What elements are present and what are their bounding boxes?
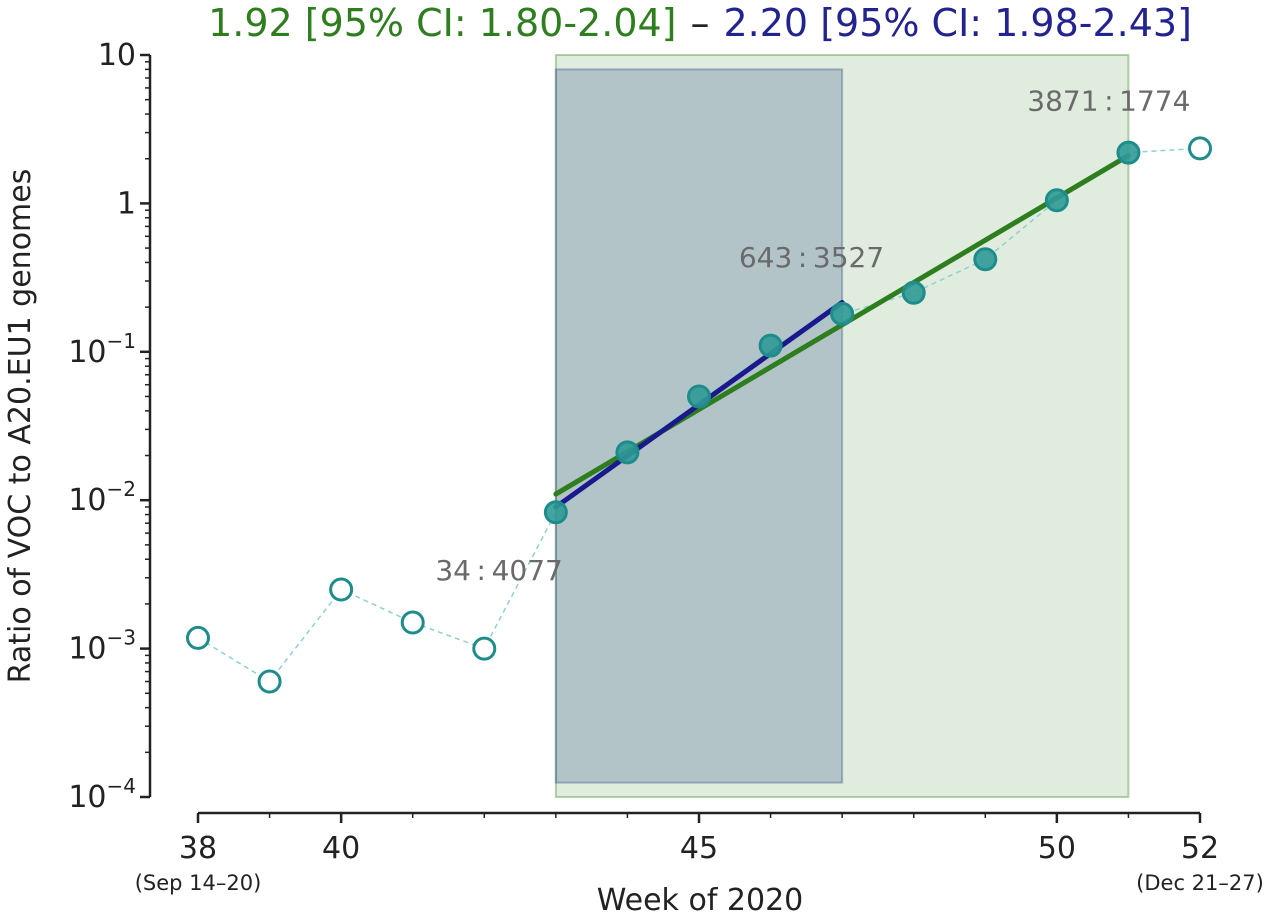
y-tick-label: 10	[98, 38, 136, 73]
data-point-open	[257, 669, 282, 694]
annotation-label: 643 : 3527	[739, 241, 884, 274]
data-point-open	[472, 636, 497, 661]
y-tick-exponent: −1	[107, 329, 136, 353]
y-tick-base: 10	[68, 780, 106, 815]
y-tick-label: 10−4	[68, 774, 136, 815]
shaded-region-blue	[554, 68, 844, 784]
shaded-region-green	[554, 54, 1130, 798]
x-tick-label: 45	[680, 831, 718, 866]
title-green-part: 1.92 [95% CI: 1.80-2.04]	[208, 1, 676, 45]
data-point-filled	[543, 500, 568, 525]
shaded-regions	[554, 54, 1130, 798]
x-tick-label: 50	[1038, 831, 1076, 866]
chart-title: 1.92 [95% CI: 1.80-2.04] –2.20 [95% CI: 1…	[208, 1, 1192, 45]
x-tick-label: 38	[179, 831, 217, 866]
data-point-open	[400, 610, 425, 635]
annotations: 34 : 4077 643 : 3527 3871 : 1774	[435, 85, 1190, 588]
data-point-open	[1188, 136, 1212, 161]
data-markers	[186, 136, 1212, 694]
y-tick-label: 1	[117, 186, 136, 221]
annotation-label: 34 : 4077	[435, 554, 563, 587]
x-tick-label: 40	[322, 831, 360, 866]
data-point-filled	[687, 384, 711, 409]
y-axis-label: Ratio of VOC to A20.EU1 genomes	[3, 169, 38, 684]
y-tick-base: 10	[98, 38, 136, 73]
data-point-filled	[901, 280, 926, 305]
y-tick-exponent: −2	[107, 477, 136, 501]
y-tick-base: 10	[68, 632, 106, 667]
data-point-open	[186, 625, 210, 650]
y-tick-label: 10−3	[68, 626, 136, 667]
y-tick-exponent: −4	[107, 774, 136, 798]
y-tick-base: 10	[68, 335, 106, 370]
data-point-open	[329, 577, 354, 602]
y-tick-base: 10	[68, 483, 106, 518]
y-tick-exponent: −3	[107, 626, 136, 650]
annotation-label: 3871 : 1774	[1027, 85, 1190, 118]
x-tick-sublabel: (Dec 21–27)	[1136, 871, 1264, 895]
data-point-filled	[758, 333, 783, 358]
y-tick-label: 10−2	[68, 477, 136, 518]
data-point-filled	[830, 301, 855, 326]
data-point-filled	[1044, 188, 1069, 213]
title-blue-part: 2.20 [95% CI: 1.98-2.43]	[724, 1, 1192, 45]
data-point-filled	[973, 247, 998, 272]
x-axis-label: Week of 2020	[597, 883, 804, 918]
y-tick-base: 1	[117, 186, 136, 221]
title-separator: –	[691, 1, 710, 45]
x-tick-label: 52	[1181, 831, 1219, 866]
x-tick-sublabel: (Sep 14–20)	[135, 871, 262, 895]
data-point-filled	[615, 440, 640, 465]
y-tick-label: 10−1	[68, 329, 136, 370]
data-point-filled	[1116, 140, 1141, 165]
title-text: 1.92 [95% CI: 1.80-2.04] –2.20 [95% CI: 1…	[208, 1, 1192, 45]
